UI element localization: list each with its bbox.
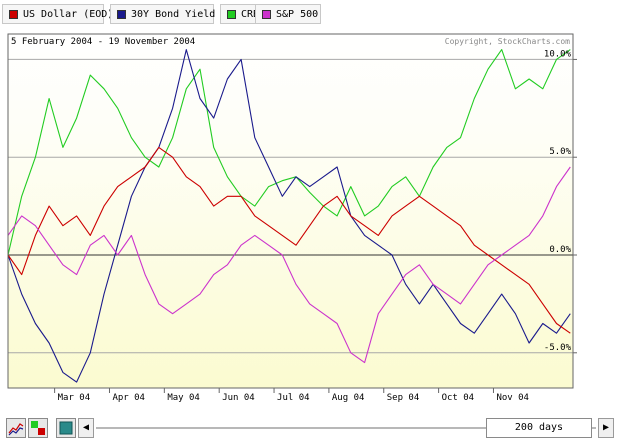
series-line-s-p-500	[8, 166, 571, 364]
gridlines	[8, 58, 573, 354]
chart: 10.0% 5.0% 0.0% -5.0% Mar 04 Apr 04 May 04 Jun…	[7, 33, 577, 403]
teal-square-icon	[59, 421, 73, 435]
plot-background	[8, 34, 573, 388]
series-line-crb	[8, 49, 571, 256]
x-tick-label: May 04	[167, 393, 200, 403]
x-tick-label: Oct 04	[442, 393, 475, 403]
chart-style-button[interactable]	[28, 418, 48, 438]
x-tick-label: Aug 04	[332, 393, 365, 403]
legend-label: CRB	[241, 9, 260, 20]
scroll-left-button[interactable]: ◀	[78, 418, 94, 438]
bond-yield-swatch	[117, 10, 126, 19]
legend-item-sp500[interactable]: S&P 500	[255, 4, 321, 24]
x-tick-label: Sep 04	[387, 393, 420, 403]
scroll-track[interactable]	[96, 427, 596, 429]
legend-label: S&P 500	[276, 9, 319, 20]
y-tick-label: 5.0%	[549, 147, 571, 157]
plot-frame	[7, 33, 574, 389]
x-tick-label: Mar 04	[58, 393, 91, 403]
x-axis: Mar 04 Apr 04 May 04 Jun 04 Jul 04 Aug 04 Sep …	[54, 388, 529, 403]
us-dollar-swatch	[9, 10, 18, 19]
scroll-right-button[interactable]: ▶	[598, 418, 614, 438]
chart-title: 5 February 2004 - 19 November 2004	[11, 37, 195, 47]
chart-type-line-button[interactable]	[6, 418, 26, 438]
line-chart-icon	[8, 423, 24, 436]
crb-swatch	[227, 10, 236, 19]
series-line-us-dollar-eod	[8, 146, 571, 334]
legend-item-us-dollar[interactable]: US Dollar (EOD)	[2, 4, 113, 24]
range-selector[interactable]: 200 days	[486, 418, 592, 438]
x-tick-label: Nov 04	[496, 393, 529, 403]
color-squares-icon	[31, 421, 45, 435]
sp500-swatch	[262, 10, 271, 19]
y-axis: 10.0% 5.0% 0.0% -5.0%	[544, 49, 577, 354]
x-tick-label: Apr 04	[112, 393, 145, 403]
y-tick-label: 10.0%	[544, 49, 572, 59]
legend-item-30y-bond-yield[interactable]: 30Y Bond Yield	[110, 4, 216, 24]
x-tick-label: Jul 04	[277, 393, 310, 403]
x-tick-label: Jun 04	[222, 393, 255, 403]
legend: US Dollar (EOD) 30Y Bond Yield CRB S&P 5…	[0, 0, 622, 28]
legend-label: 30Y Bond Yield	[131, 9, 216, 20]
series-line-30y-bond-yield	[8, 49, 571, 383]
copyright-annotation: Copyright, StockCharts.com	[445, 37, 570, 46]
legend-label: US Dollar (EOD)	[23, 9, 114, 20]
y-tick-label: -5.0%	[544, 343, 572, 353]
series-group	[8, 49, 571, 383]
y-tick-label: 0.0%	[549, 245, 571, 255]
toolbar: ◀ 200 days ▶	[0, 412, 622, 444]
chart-area-button[interactable]	[56, 418, 76, 438]
